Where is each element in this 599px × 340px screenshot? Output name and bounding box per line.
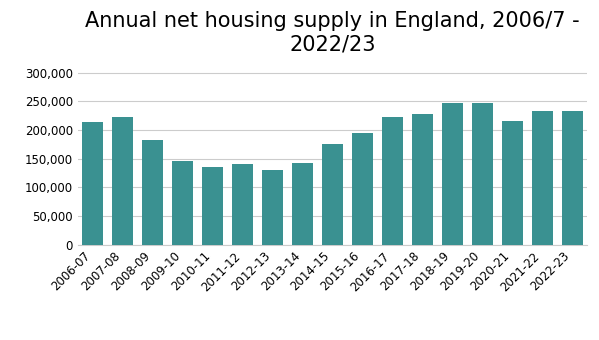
Bar: [412, 114, 432, 245]
Bar: [442, 103, 463, 245]
Bar: [502, 121, 523, 245]
Title: Annual net housing supply in England, 2006/7 -
2022/23: Annual net housing supply in England, 20…: [85, 11, 580, 54]
Bar: [143, 140, 163, 245]
Bar: [113, 117, 133, 245]
Bar: [322, 144, 343, 245]
Bar: [173, 161, 193, 245]
Bar: [352, 133, 373, 245]
Bar: [83, 122, 104, 245]
Bar: [292, 163, 313, 245]
Bar: [232, 164, 253, 245]
Bar: [202, 167, 223, 245]
Bar: [532, 110, 552, 245]
Bar: [472, 102, 492, 245]
Bar: [382, 117, 403, 245]
Bar: [262, 170, 283, 245]
Bar: [562, 110, 582, 245]
